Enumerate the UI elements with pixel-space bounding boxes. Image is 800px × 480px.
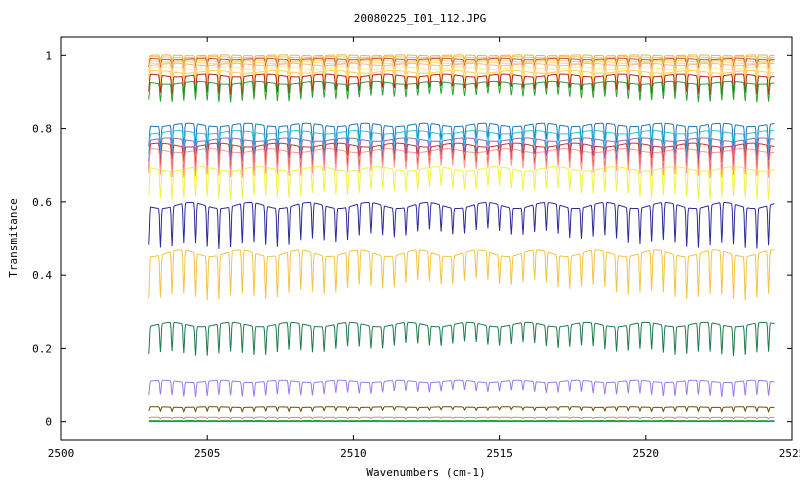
y-tick-label: 0.4 [32, 269, 52, 282]
series-line [148, 166, 775, 201]
series-layer [148, 54, 775, 423]
series-line [148, 137, 775, 164]
x-axis: 2500 2505 2510 2515 2520 2525 [48, 37, 800, 460]
series-line [148, 201, 775, 249]
x-tick-label: 2525 [779, 447, 800, 460]
y-tick-label: 0 [45, 416, 52, 429]
y-axis-label: Transmitance [7, 198, 20, 277]
series-line [148, 62, 775, 81]
y-tick-label: 0.6 [32, 196, 52, 209]
series-line [148, 122, 775, 149]
y-tick-label: 1 [45, 49, 52, 62]
series-line [148, 416, 775, 420]
x-tick-label: 2515 [486, 447, 513, 460]
y-tick-label: 0.2 [32, 342, 52, 355]
series-line [148, 54, 775, 63]
series-line [148, 406, 775, 414]
y-tick-label: 0.8 [32, 123, 52, 136]
x-tick-label: 2505 [194, 447, 221, 460]
series-line [148, 73, 775, 96]
x-tick-label: 2510 [340, 447, 367, 460]
plot-frame [60, 36, 793, 441]
series-line [148, 321, 775, 357]
series-line [148, 379, 775, 398]
chart-title: 20080225_I01_112.JPG [354, 12, 486, 25]
x-tick-label: 2500 [48, 447, 75, 460]
series-line [148, 249, 775, 301]
series-line [148, 80, 775, 103]
x-tick-label: 2520 [633, 447, 660, 460]
series-line [148, 148, 775, 178]
x-axis-label: Wavenumbers (cm-1) [366, 466, 485, 479]
y-axis: 0 0.2 0.4 0.6 0.8 1 [32, 49, 792, 429]
series-line [148, 130, 775, 156]
